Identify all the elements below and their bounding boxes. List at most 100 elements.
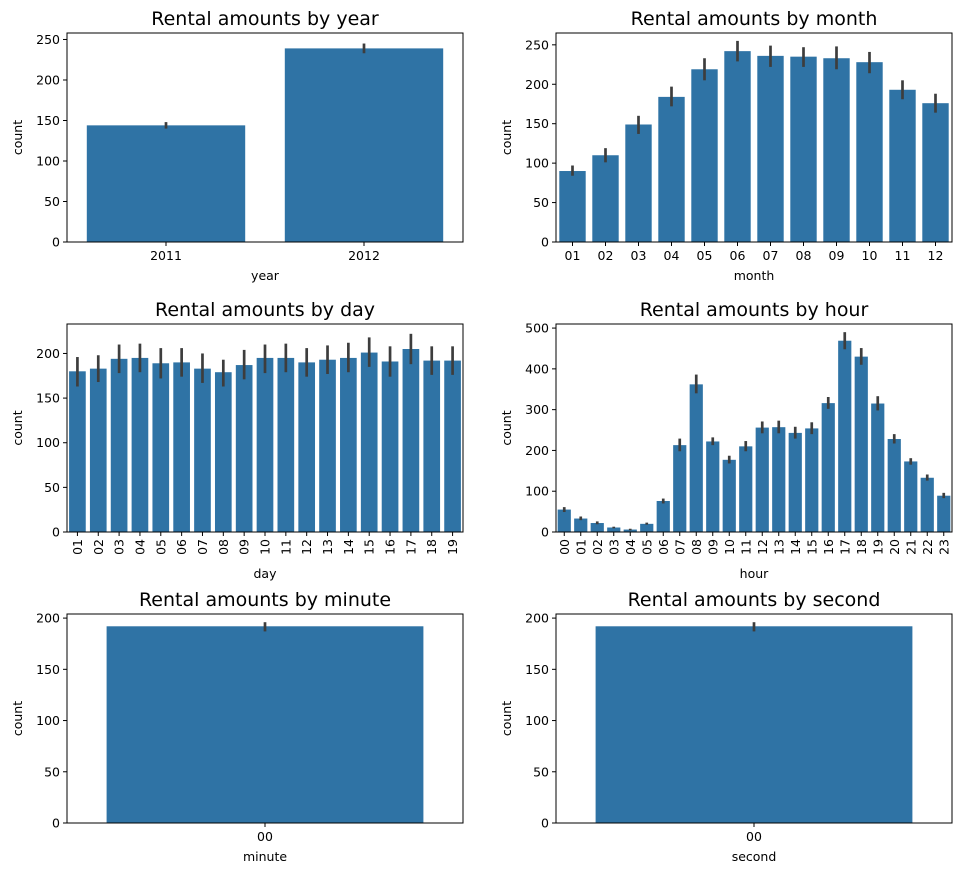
x-tick-label: 09 xyxy=(829,248,845,263)
x-tick-label: 02 xyxy=(598,248,614,263)
y-axis-label: count xyxy=(499,120,514,155)
y-tick-label: 50 xyxy=(44,194,60,209)
bar xyxy=(595,626,913,823)
x-tick-label: 10 xyxy=(862,248,878,263)
bar xyxy=(821,403,835,532)
chart-panel: 0 50 100 150 200 01 02 03 04 05 06 07 08 09 10 11 12 13 14… xyxy=(10,299,464,581)
chart-title: Rental amounts by hour xyxy=(640,299,869,321)
bar xyxy=(590,523,604,532)
bar xyxy=(706,441,720,532)
y-tick-label: 100 xyxy=(36,713,60,728)
chart-title: Rental amounts by year xyxy=(151,8,379,30)
x-tick-label: 15 xyxy=(804,539,819,555)
x-tick-label: 17 xyxy=(837,539,852,555)
bar xyxy=(856,62,883,243)
bar xyxy=(402,349,420,532)
chart-panel: 0 50 100 150 200 00 second count Rental amounts … xyxy=(499,589,953,864)
x-tick-label: 09 xyxy=(237,539,252,555)
x-axis-label: month xyxy=(734,268,775,283)
x-tick-label: 16 xyxy=(821,539,836,555)
x-tick-label: 12 xyxy=(755,539,770,555)
y-axis-label: count xyxy=(10,120,25,155)
y-tick-label: 50 xyxy=(44,764,60,779)
y-tick-label: 0 xyxy=(52,525,60,540)
y-tick-label: 200 xyxy=(525,443,549,458)
x-tick-label: 10 xyxy=(258,539,273,555)
x-tick-label: 04 xyxy=(623,539,638,555)
y-tick-label: 250 xyxy=(36,32,60,47)
y-tick-label: 0 xyxy=(541,235,549,250)
x-tick-label: 08 xyxy=(689,539,704,555)
y-tick-label: 200 xyxy=(36,611,60,626)
y-tick-label: 0 xyxy=(52,816,60,831)
bar xyxy=(854,356,868,532)
y-tick-label: 100 xyxy=(525,713,549,728)
x-tick-label: 12 xyxy=(299,539,314,555)
chart-panel: 0 50 100 150 200 00 minute count Rental amounts … xyxy=(10,589,464,864)
bar xyxy=(284,48,444,242)
bar xyxy=(871,403,885,532)
x-tick-label: 05 xyxy=(639,539,654,555)
y-axis-label: count xyxy=(10,410,25,445)
bar xyxy=(194,368,211,532)
x-tick-label: 13 xyxy=(320,539,335,555)
x-tick-label: 18 xyxy=(854,539,869,555)
bar xyxy=(658,96,685,242)
chart-title: Rental amounts by day xyxy=(155,299,375,321)
y-tick-label: 400 xyxy=(525,361,549,376)
x-tick-label: 04 xyxy=(132,539,147,555)
y-tick-label: 500 xyxy=(525,321,549,336)
x-tick-label: 00 xyxy=(257,829,273,844)
bar xyxy=(173,362,190,532)
x-tick-label: 07 xyxy=(195,539,210,555)
y-tick-label: 200 xyxy=(525,611,549,626)
y-tick-label: 50 xyxy=(533,195,549,210)
bar xyxy=(110,358,128,532)
x-tick-label: 06 xyxy=(730,248,746,263)
bar xyxy=(772,427,786,532)
x-tick-label: 02 xyxy=(590,539,605,555)
x-tick-label: 06 xyxy=(656,539,671,555)
y-tick-label: 150 xyxy=(36,391,60,406)
bar xyxy=(805,428,819,532)
bar xyxy=(790,56,817,242)
x-tick-label: 11 xyxy=(738,539,753,555)
bar xyxy=(152,363,170,532)
bar xyxy=(904,461,918,532)
x-tick-label: 15 xyxy=(362,539,377,555)
y-axis-label: count xyxy=(499,701,514,736)
x-tick-label: 08 xyxy=(796,248,812,263)
x-tick-label: 13 xyxy=(771,539,786,555)
x-tick-label: 01 xyxy=(565,248,581,263)
axes-frame xyxy=(555,32,953,243)
y-tick-label: 150 xyxy=(36,662,60,677)
y-tick-label: 0 xyxy=(541,525,549,540)
x-tick-label: 00 xyxy=(557,539,572,555)
x-tick-label: 2012 xyxy=(348,248,380,263)
x-tick-label: 09 xyxy=(705,539,720,555)
bar xyxy=(689,384,703,532)
x-tick-label: 19 xyxy=(870,539,885,555)
bar xyxy=(106,626,424,823)
x-tick-label: 19 xyxy=(445,539,460,555)
bar xyxy=(131,357,149,532)
bar xyxy=(656,501,670,532)
y-tick-label: 200 xyxy=(36,72,60,87)
axes-frame xyxy=(555,323,953,533)
x-tick-label: 20 xyxy=(887,539,902,555)
x-tick-label: 21 xyxy=(903,539,918,555)
bar xyxy=(922,103,949,242)
x-tick-label: 10 xyxy=(722,539,737,555)
bar xyxy=(920,477,934,532)
x-tick-label: 06 xyxy=(174,539,189,555)
y-tick-label: 300 xyxy=(525,402,549,417)
x-tick-label: 17 xyxy=(403,539,418,555)
y-tick-label: 50 xyxy=(533,764,549,779)
x-axis-label: second xyxy=(732,849,777,864)
bar xyxy=(640,523,654,532)
y-tick-label: 250 xyxy=(525,37,549,52)
bar xyxy=(691,69,718,242)
chart-title: Rental amounts by minute xyxy=(139,589,391,611)
bar xyxy=(625,124,652,242)
x-tick-label: 11 xyxy=(278,539,293,555)
